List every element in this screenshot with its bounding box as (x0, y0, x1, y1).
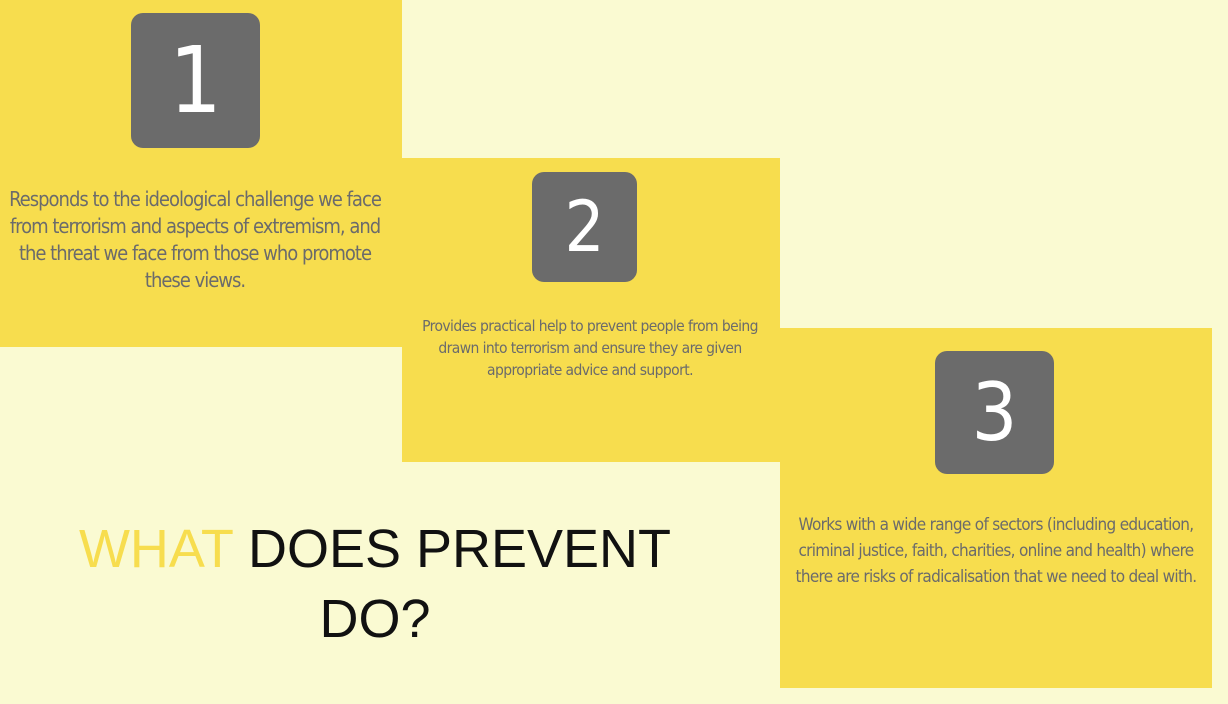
step-card-1: 1 Responds to the ideological challenge … (0, 0, 402, 347)
step-number-badge: 2 (532, 172, 637, 282)
step-description: Provides practical help to prevent peopl… (422, 317, 758, 379)
step-card-2: 2 Provides practical help to prevent peo… (402, 158, 780, 462)
step-number-badge: 1 (131, 13, 260, 148)
step-description: Works with a wide range of sectors (incl… (795, 515, 1198, 587)
heading-accent-word: WHAT (78, 519, 233, 579)
step-description: Responds to the ideological challenge we… (9, 187, 382, 292)
heading-line-1: DOES PREVENT (232, 519, 672, 579)
heading-line-2: DO? (319, 589, 431, 649)
step-number-badge: 3 (935, 351, 1054, 474)
step-card-3: 3 Works with a wide range of sectors (in… (780, 328, 1212, 688)
page-heading: WHAT DOES PREVENT DO? (30, 514, 720, 654)
